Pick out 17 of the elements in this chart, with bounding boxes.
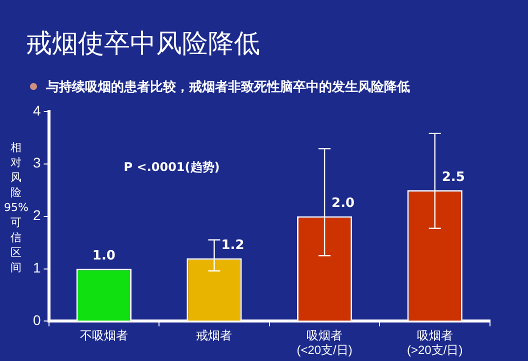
data-label: 2.5 xyxy=(442,170,465,185)
y-tick-label: 0 xyxy=(32,312,41,328)
x-tick-label: 吸烟者 (>20支/日) xyxy=(407,328,463,358)
annotation: P <.0001(趋势) xyxy=(124,160,220,174)
text: 相对风险95%可信区间 xyxy=(4,141,28,274)
y-tick-label: 1 xyxy=(32,260,41,276)
x-tick-label: 不吸烟者 xyxy=(80,328,128,343)
chart-title: 戒烟使卒中风险降低 xyxy=(26,28,260,61)
y-tick-label: 2 xyxy=(32,207,41,224)
chart-subtitle: 与持续吸烟的患者比较，戒烟者非致死性脑卒中的发生风险降低 xyxy=(46,80,410,95)
x-tick-label: 戒烟者 xyxy=(196,328,232,343)
data-label: 1.0 xyxy=(92,248,116,264)
data-label: 2.0 xyxy=(332,196,355,212)
data-label: 1.2 xyxy=(221,238,244,254)
x-tick-label: 吸烟者 (<20支/日) xyxy=(296,328,352,358)
y-tick-label: 3 xyxy=(32,154,41,171)
y-tick-label: 4 xyxy=(32,102,41,118)
